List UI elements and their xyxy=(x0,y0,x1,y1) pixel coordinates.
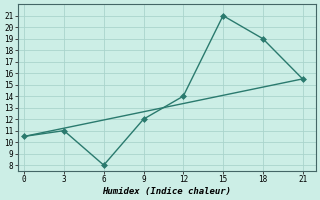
X-axis label: Humidex (Indice chaleur): Humidex (Indice chaleur) xyxy=(102,187,231,196)
